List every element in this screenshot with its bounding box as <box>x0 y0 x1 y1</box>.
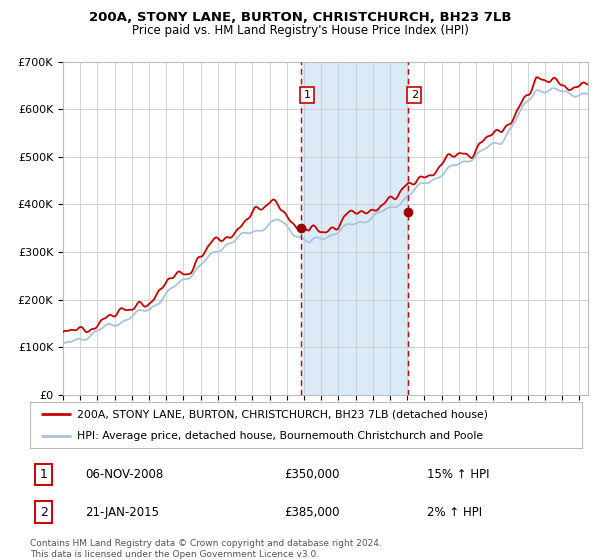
Text: 1: 1 <box>304 90 311 100</box>
Text: 06-NOV-2008: 06-NOV-2008 <box>85 468 163 481</box>
Text: Price paid vs. HM Land Registry's House Price Index (HPI): Price paid vs. HM Land Registry's House … <box>131 24 469 36</box>
Text: 21-JAN-2015: 21-JAN-2015 <box>85 506 159 519</box>
Text: 15% ↑ HPI: 15% ↑ HPI <box>427 468 490 481</box>
Text: Contains HM Land Registry data © Crown copyright and database right 2024.
This d: Contains HM Land Registry data © Crown c… <box>30 539 382 559</box>
Text: 2% ↑ HPI: 2% ↑ HPI <box>427 506 482 519</box>
Text: 200A, STONY LANE, BURTON, CHRISTCHURCH, BH23 7LB: 200A, STONY LANE, BURTON, CHRISTCHURCH, … <box>89 11 511 24</box>
Text: £385,000: £385,000 <box>284 506 340 519</box>
Text: 200A, STONY LANE, BURTON, CHRISTCHURCH, BH23 7LB (detached house): 200A, STONY LANE, BURTON, CHRISTCHURCH, … <box>77 409 488 419</box>
Text: 2: 2 <box>40 506 48 519</box>
Text: HPI: Average price, detached house, Bournemouth Christchurch and Poole: HPI: Average price, detached house, Bour… <box>77 431 483 441</box>
Text: 1: 1 <box>40 468 48 481</box>
Text: £350,000: £350,000 <box>284 468 340 481</box>
Text: 2: 2 <box>411 90 418 100</box>
Bar <box>301 62 408 395</box>
